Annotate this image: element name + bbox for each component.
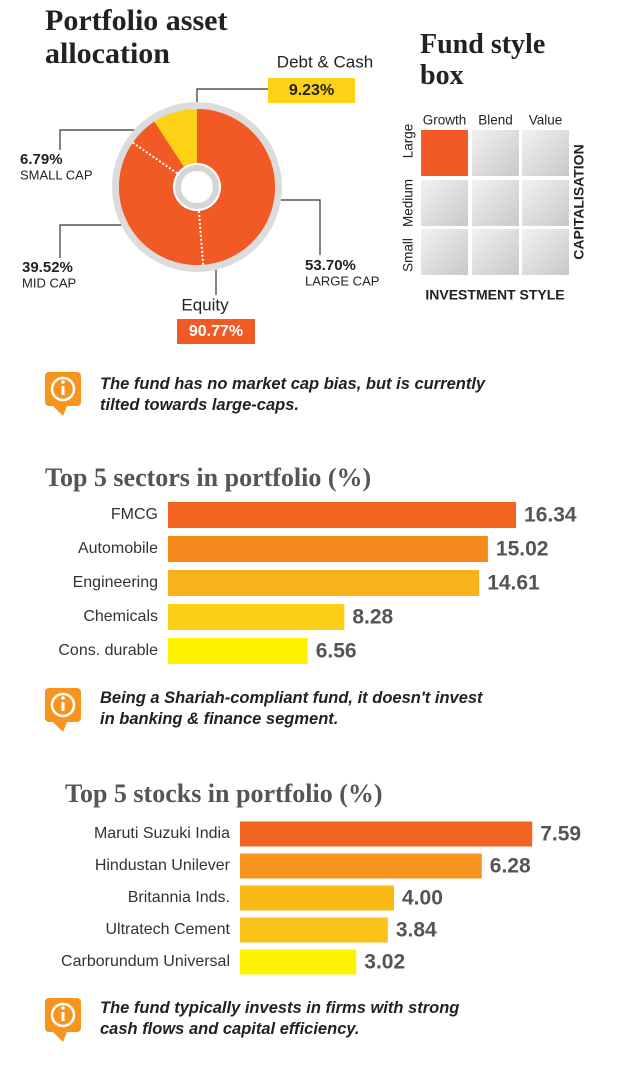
info-icon <box>45 688 81 732</box>
style-cell <box>472 229 519 275</box>
style-cell <box>421 180 468 226</box>
row-label: Small <box>401 238 416 272</box>
chart-title: Top 5 sectors in portfolio (%) <box>45 463 372 492</box>
bar-value-label: 6.28 <box>490 855 531 878</box>
value-box <box>177 319 255 344</box>
bar-category-label: Engineering <box>73 574 158 591</box>
leader-lines <box>59 88 321 295</box>
bar <box>240 821 533 847</box>
category-label: Debt & Cash <box>277 52 373 71</box>
note: The fund typically invests in firms with… <box>100 999 460 1039</box>
row-label: Medium <box>401 179 416 227</box>
style-cell <box>472 130 519 176</box>
bar <box>240 917 388 943</box>
bar-value-label: 3.84 <box>396 919 437 942</box>
donut-slice <box>154 109 197 167</box>
bar-value-label: 4.00 <box>402 887 443 910</box>
split-value-label: 6.79% <box>20 151 63 168</box>
row-label: Large <box>401 124 416 159</box>
bar-category-label: Cons. durable <box>58 642 158 659</box>
bar-value-label: 6.56 <box>316 640 357 663</box>
style-cell <box>522 130 569 176</box>
info-icon <box>45 998 81 1042</box>
bar <box>240 949 357 975</box>
chart-title: Top 5 stocks in portfolio (%) <box>65 779 383 808</box>
column-label: Growth <box>423 113 467 128</box>
split-label: MID CAP <box>22 275 76 290</box>
bar <box>168 570 480 596</box>
style-cell <box>421 130 468 176</box>
bar <box>240 853 482 879</box>
bar-category-label: Chemicals <box>83 608 158 625</box>
bar-category-label: Maruti Suzuki India <box>94 825 230 842</box>
bar-value-label: 7.59 <box>540 823 581 846</box>
split-label: SMALL CAP <box>20 167 93 182</box>
bar-value-label: 15.02 <box>496 538 549 561</box>
style-cell <box>421 229 468 275</box>
bar <box>168 638 308 664</box>
bar <box>168 604 345 630</box>
equity-split-segment <box>118 142 204 265</box>
split-value-label: 53.70% <box>305 257 356 274</box>
bar-category-label: Hindustan Unilever <box>95 857 231 874</box>
chart-title: Fund style box <box>420 29 546 91</box>
column-label: Value <box>529 113 563 128</box>
style-cell <box>472 180 519 226</box>
bar <box>168 502 517 528</box>
y-axis-label: CAPITALISATION <box>571 144 587 259</box>
chart-title: Portfolio asset allocation <box>45 4 228 70</box>
bar <box>240 885 394 911</box>
column-label: Blend <box>478 113 513 128</box>
split-value-label: 39.52% <box>22 259 73 276</box>
equity-split-segment <box>197 109 276 265</box>
bar-category-label: Ultratech Cement <box>106 921 231 938</box>
bar-category-label: Britannia Inds. <box>128 889 230 906</box>
bar-value-label: 16.34 <box>524 504 577 527</box>
value-label: 90.77% <box>189 323 243 340</box>
value-label: 9.23% <box>289 82 334 99</box>
bar-category-label: Carborundum Universal <box>61 953 230 970</box>
split-divider <box>132 141 178 175</box>
bar-value-label: 8.28 <box>352 606 393 629</box>
split-divider <box>197 210 205 265</box>
bar-category-label: FMCG <box>111 506 158 523</box>
split-label: LARGE CAP <box>305 273 379 288</box>
info-icon <box>45 372 81 416</box>
note: Being a Shariah-compliant fund, it doesn… <box>100 689 483 729</box>
bar-value-label: 3.02 <box>364 951 405 974</box>
bar <box>168 536 488 562</box>
style-cell <box>522 229 569 275</box>
category-label: Equity <box>181 295 229 314</box>
bar-category-label: Automobile <box>78 540 158 557</box>
value-box <box>268 78 355 103</box>
x-axis-label: INVESTMENT STYLE <box>425 287 564 303</box>
note: The fund has no market cap bias, but is … <box>100 375 486 415</box>
donut-hole-ring <box>175 165 219 209</box>
bar-value-label: 14.61 <box>487 572 540 595</box>
style-cell <box>522 180 569 226</box>
equity-split-segment <box>132 121 184 174</box>
